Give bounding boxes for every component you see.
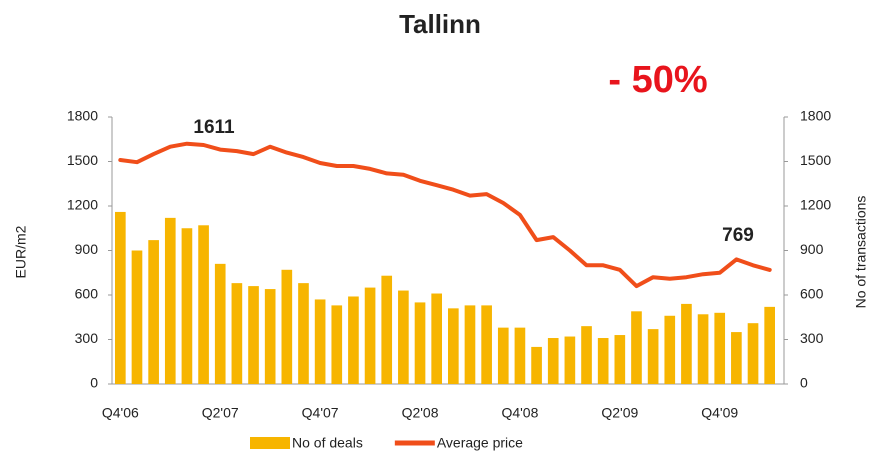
bar (481, 305, 492, 384)
bar (231, 283, 243, 384)
bar (464, 305, 476, 384)
chart-title: Tallinn (399, 9, 481, 39)
y2-tick-label: 600 (800, 286, 824, 302)
bar (148, 240, 159, 384)
bar (281, 269, 293, 384)
bar (364, 287, 376, 384)
bar (398, 290, 409, 384)
y2-tick-label: 1500 (800, 152, 831, 168)
bar (731, 332, 742, 384)
y-tick-label: 1200 (67, 197, 98, 213)
line (118, 141, 772, 289)
y2-tick-label: 900 (800, 241, 824, 257)
bar (614, 335, 626, 384)
legend-label: Average price (437, 435, 523, 451)
bar (647, 329, 659, 384)
bar (214, 263, 226, 384)
bar (431, 293, 443, 384)
bar (414, 302, 426, 384)
bar (198, 225, 209, 384)
y-tick-label: 1800 (67, 108, 98, 124)
x-tick-label: Q2'09 (601, 405, 638, 421)
legend-swatch (250, 437, 290, 449)
x-tick-label: Q4'08 (501, 405, 538, 421)
y-tick-label: 900 (75, 241, 99, 257)
bar (131, 250, 143, 384)
bar (164, 217, 176, 384)
bar (547, 338, 559, 384)
bar (447, 308, 459, 384)
bar (631, 311, 642, 384)
bar (264, 289, 276, 384)
bar (248, 286, 259, 384)
bar (714, 312, 726, 384)
y-axis-title: EUR/m2 (13, 225, 29, 278)
x-tick-label: Q4'09 (701, 405, 738, 421)
y-tick-label: 1500 (67, 152, 98, 168)
y2-tick-label: 1200 (800, 197, 831, 213)
bar (348, 296, 359, 384)
x-tick-label: Q4'07 (302, 405, 339, 421)
bar (298, 283, 309, 384)
x-tick-label: Q2'08 (402, 405, 439, 421)
x-tick-label: Q4'06 (102, 405, 139, 421)
bar (531, 346, 542, 384)
bar (331, 305, 343, 384)
annotation: 1611 (193, 117, 235, 138)
bar (597, 338, 609, 384)
bar (747, 323, 759, 384)
y-tick-label: 300 (75, 330, 99, 346)
bar (381, 275, 393, 384)
bar (514, 327, 526, 384)
bar (764, 306, 776, 384)
annotation: - 50% (608, 59, 707, 101)
bar (664, 315, 676, 384)
y2-tick-label: 1800 (800, 108, 831, 124)
legend-label: No of deals (292, 435, 363, 451)
bar (681, 303, 692, 384)
x-tick-label: Q2'07 (202, 405, 239, 421)
bar (314, 299, 326, 384)
y2-tick-label: 0 (800, 375, 808, 391)
y2-tick-label: 300 (800, 330, 824, 346)
y-tick-label: 0 (90, 375, 98, 391)
bar (697, 314, 709, 384)
y2-axis-title: No of transactions (853, 196, 869, 309)
bar (581, 326, 592, 384)
bar (497, 327, 509, 384)
bar (564, 336, 576, 384)
annotation: 769 (722, 225, 754, 246)
y-tick-label: 600 (75, 286, 99, 302)
bar (114, 211, 126, 384)
bar (181, 228, 193, 384)
